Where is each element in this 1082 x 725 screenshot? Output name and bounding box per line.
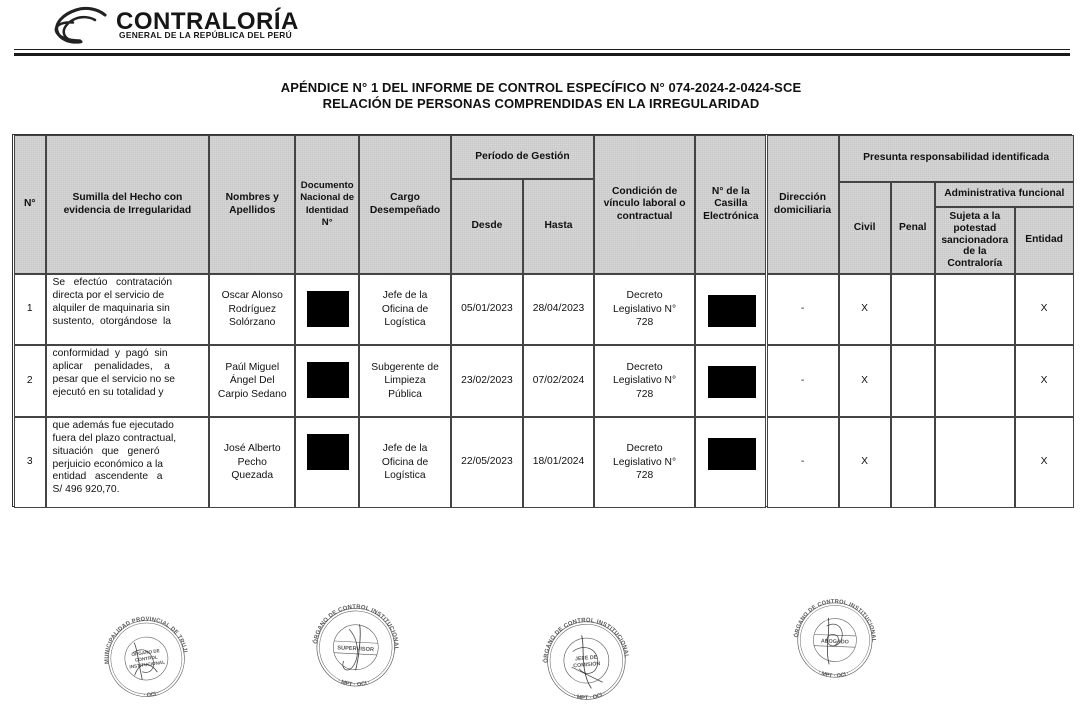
svg-text:SUPERVISOR: SUPERVISOR xyxy=(337,645,374,653)
svg-text:· MPT · OCI ·: · MPT · OCI · xyxy=(572,690,607,702)
svg-text:· MPT · OCI ·: · MPT · OCI · xyxy=(817,669,850,679)
svg-text:ÓRGANO DE CONTROL INSTITUCIONA: ÓRGANO DE CONTROL INSTITUCIONAL xyxy=(792,597,878,642)
svg-text:· MPT · OCI ·: · MPT · OCI · xyxy=(336,678,371,689)
svg-text:ABOGADO: ABOGADO xyxy=(821,639,849,646)
svg-text:· OCI ·: · OCI · xyxy=(142,690,160,699)
svg-text:ÓRGANO DE CONTROL INSTITUCIONA: ÓRGANO DE CONTROL INSTITUCIONAL xyxy=(311,602,401,651)
